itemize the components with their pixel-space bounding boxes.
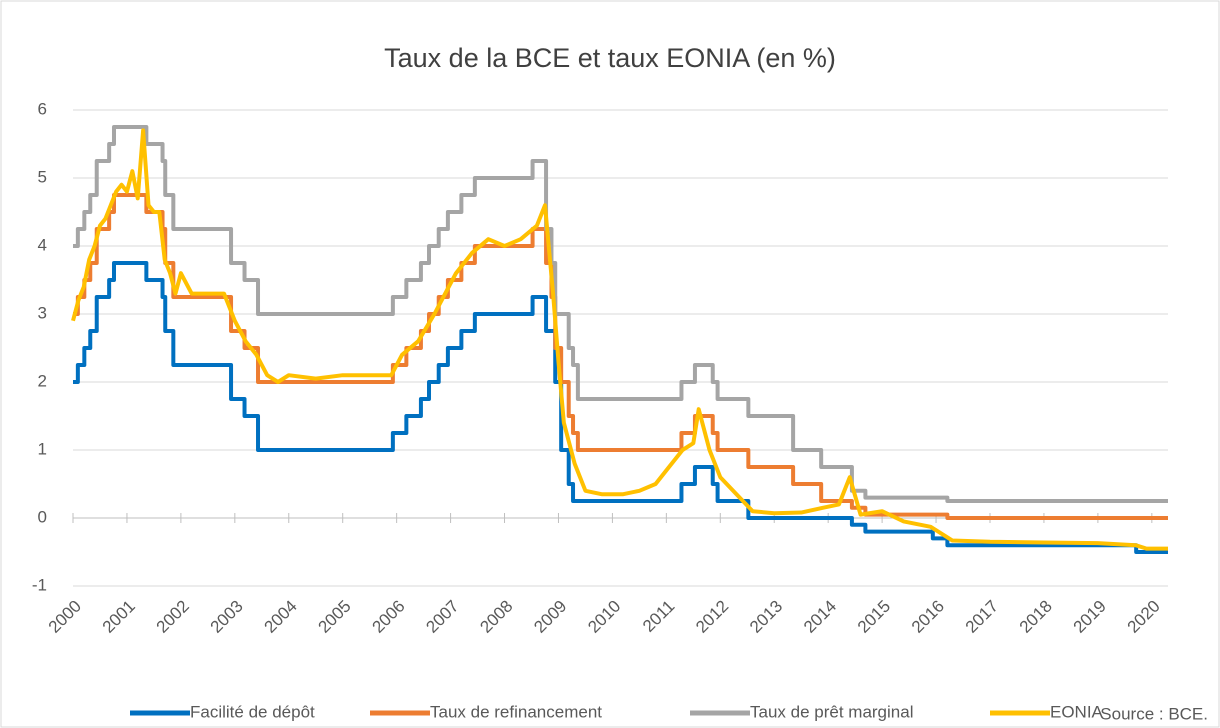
chart-title: Taux de la BCE et taux EONIA (en %) <box>384 43 836 73</box>
series-line <box>73 193 1168 520</box>
legend-label: Taux de refinancement <box>430 702 602 721</box>
y-tick-label: -1 <box>32 575 47 594</box>
y-tick-label: 5 <box>38 167 47 186</box>
y-tick-label: 3 <box>38 303 47 322</box>
y-tick-label: 0 <box>38 507 47 526</box>
series-line <box>71 128 1168 551</box>
y-tick-label: 2 <box>38 371 47 390</box>
legend-label: EONIA <box>1050 702 1104 721</box>
y-tick-label: 4 <box>38 235 47 254</box>
series-line <box>73 125 1168 503</box>
legend-label: Taux de prêt marginal <box>750 702 913 721</box>
series-line <box>73 261 1168 554</box>
y-tick-label: 6 <box>38 99 47 118</box>
legend-label: Facilité de dépôt <box>190 702 315 721</box>
y-tick-label: 1 <box>38 439 47 458</box>
source-note: Source : BCE. <box>1100 704 1208 723</box>
